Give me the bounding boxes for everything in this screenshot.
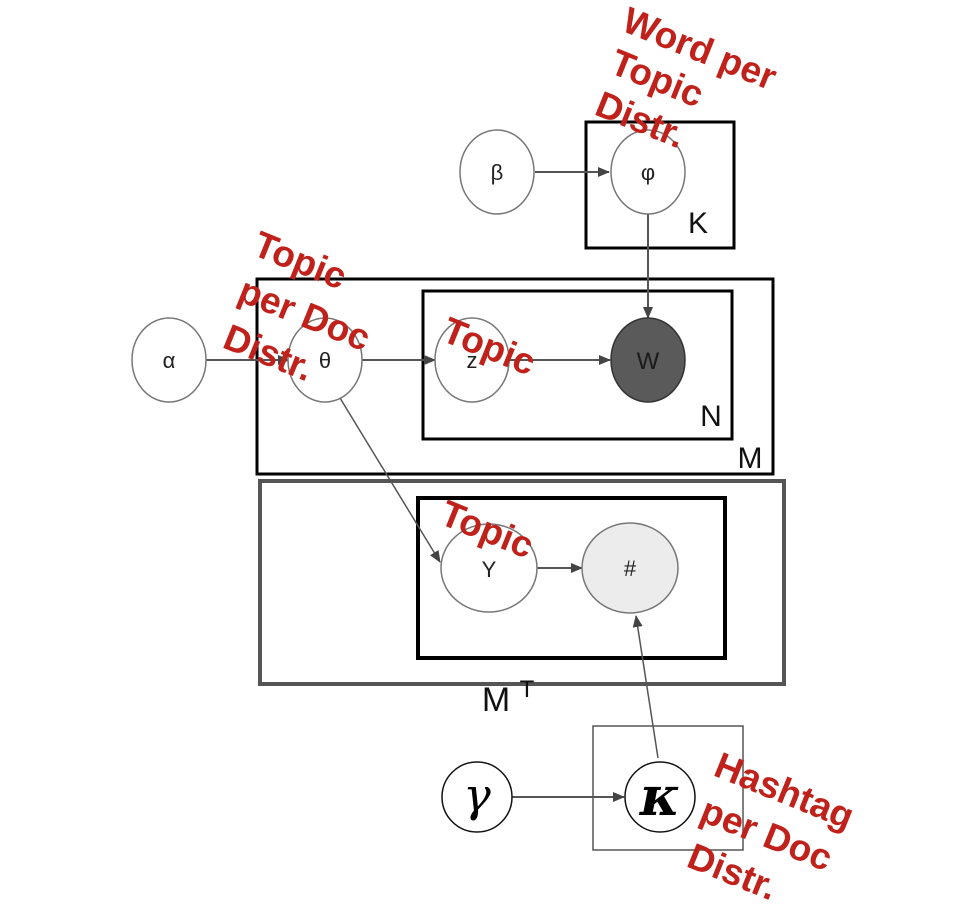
node-z: z [434,317,510,403]
node-alpha: α [131,317,207,403]
plate-k-label: K [688,207,708,240]
plate-mt [258,479,786,686]
node-beta: β [459,129,535,215]
node-phi-label: φ [641,160,655,185]
plate-mt-superscript: T [520,676,535,703]
node-kappa: κ [624,761,696,833]
edge-theta-y [339,397,441,563]
node-theta: θ [287,317,363,403]
node-hashtag-label: # [624,556,637,581]
annotation-hashtag-per-doc: Hashtag per Doc Distr. [682,744,860,908]
node-beta-label: β [491,160,504,185]
plate-hashtag-inner [416,496,727,660]
node-kappa-label: κ [639,764,680,828]
annotation-word-per-topic: Word per Topic Distr. [590,0,782,156]
plate-k [584,120,736,250]
node-hashtag: # [581,522,679,614]
plate-n-label: N [700,400,722,433]
node-z-label: z [467,348,478,373]
plate-m-label: M [738,442,763,475]
node-phi: φ [610,129,686,215]
plate-mt-label: M [482,681,510,719]
plate-n [421,289,734,441]
plate-m [255,277,775,476]
node-theta-label: θ [319,348,331,373]
edge-kappa-hashtag [632,615,659,759]
node-alpha-label: α [163,348,176,373]
node-y-label: Y [482,557,497,582]
node-gamma-label: γ [463,768,491,822]
node-gamma: γ [441,761,513,833]
node-w-label: W [637,348,660,375]
node-y: Y [440,523,538,613]
plate-kappa [592,725,744,851]
node-w: W [610,317,686,403]
